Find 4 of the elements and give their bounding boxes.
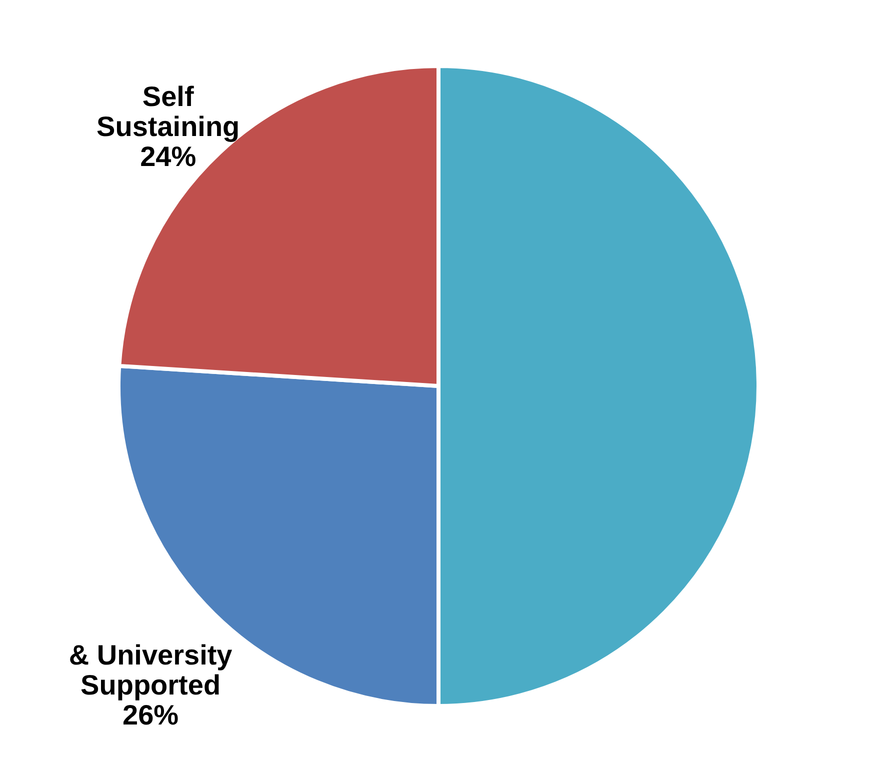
data-label: 24% bbox=[140, 141, 196, 172]
slice-label: Self Sustaining bbox=[96, 81, 240, 142]
data-label: 26% bbox=[122, 699, 179, 730]
slice-label: & University Supported bbox=[68, 639, 233, 700]
